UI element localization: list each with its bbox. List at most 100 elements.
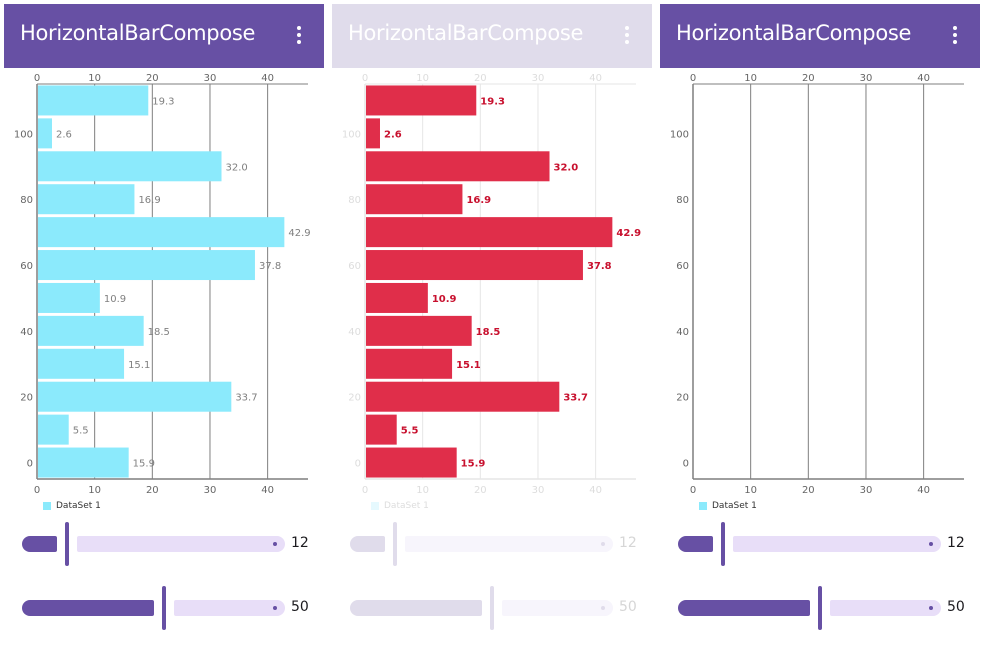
bar[interactable] xyxy=(38,118,52,149)
bar[interactable] xyxy=(38,250,255,281)
bar-value-label: 15.9 xyxy=(461,459,486,470)
slider-stop-indicator xyxy=(601,606,605,610)
slider-stop-indicator xyxy=(273,606,277,610)
top-tick-label: 10 xyxy=(88,73,101,84)
bar[interactable] xyxy=(38,381,232,412)
bottom-tick-label: 40 xyxy=(261,485,274,496)
bar[interactable] xyxy=(366,118,380,149)
panel-1: HorizontalBarCompose 0 0 10 10 20 20 30 30 40 40 0 2… xyxy=(4,4,324,648)
category-tick-label: 0 xyxy=(27,459,33,470)
slider-1[interactable] xyxy=(22,522,292,566)
slider-active-track[interactable] xyxy=(678,536,713,552)
bar[interactable] xyxy=(38,282,100,313)
bar[interactable] xyxy=(366,151,550,182)
slider-inactive-track[interactable] xyxy=(404,536,613,552)
more-vert-icon[interactable] xyxy=(296,26,302,46)
bar[interactable] xyxy=(38,184,135,215)
slider-thumb[interactable] xyxy=(64,522,69,566)
menu-dot xyxy=(625,26,629,30)
bar-value-label: 19.3 xyxy=(480,96,505,107)
category-tick-label: 20 xyxy=(676,393,689,404)
slider-inactive-track[interactable] xyxy=(732,536,941,552)
bar[interactable] xyxy=(38,315,144,346)
slider-inactive-track[interactable] xyxy=(76,536,285,552)
app-title: HorizontalBarCompose xyxy=(348,21,584,45)
top-tick-label: 20 xyxy=(146,73,159,84)
top-tick-label: 40 xyxy=(917,73,930,84)
top-tick-label: 40 xyxy=(261,73,274,84)
slider-2[interactable] xyxy=(678,586,948,630)
slider-inactive-track[interactable] xyxy=(829,600,941,616)
bar-value-label: 32.0 xyxy=(226,162,248,173)
menu-dot xyxy=(953,33,957,37)
category-tick-label: 40 xyxy=(20,327,33,338)
bar[interactable] xyxy=(38,414,69,445)
bar[interactable] xyxy=(366,348,453,379)
slider-thumb[interactable] xyxy=(161,586,166,630)
bar[interactable] xyxy=(366,184,463,215)
bar[interactable] xyxy=(366,447,457,478)
slider-value-label: 50 xyxy=(619,599,637,615)
slider-inactive-track[interactable] xyxy=(501,600,613,616)
category-tick-label: 100 xyxy=(670,129,689,140)
bottom-tick-label: 30 xyxy=(860,485,873,496)
horizontal-bar-chart: 0 0 10 10 20 20 30 30 40 40 0 20 40 60 80 100 15.9 5.5 33.… xyxy=(342,73,641,496)
category-tick-label: 60 xyxy=(20,261,33,272)
bar[interactable] xyxy=(38,447,129,478)
slider-1[interactable] xyxy=(678,522,948,566)
bar-value-label: 33.7 xyxy=(235,393,257,404)
bar[interactable] xyxy=(38,217,285,248)
slider-active-track[interactable] xyxy=(350,536,385,552)
bar-value-label: 18.5 xyxy=(476,327,501,338)
bar[interactable] xyxy=(38,348,125,379)
slider-stop-indicator xyxy=(929,542,933,546)
bottom-tick-label: 40 xyxy=(589,485,602,496)
slider-thumb[interactable] xyxy=(392,522,397,566)
top-tick-label: 10 xyxy=(744,73,757,84)
bar-value-label: 19.3 xyxy=(152,96,174,107)
app-bar: HorizontalBarCompose xyxy=(660,4,980,68)
bottom-tick-label: 10 xyxy=(744,485,757,496)
bottom-tick-label: 20 xyxy=(802,485,815,496)
bar-value-label: 42.9 xyxy=(616,228,641,239)
horizontal-bar-chart: 0 0 10 10 20 20 30 30 40 40 0 20 40 60 80 100 15.9 5.5 33.… xyxy=(14,73,311,496)
slider-value-label: 50 xyxy=(947,599,965,615)
slider-active-track[interactable] xyxy=(22,600,154,616)
bottom-tick-label: 30 xyxy=(532,485,545,496)
top-tick-label: 0 xyxy=(34,73,40,84)
slider-thumb[interactable] xyxy=(720,522,725,566)
bar[interactable] xyxy=(366,315,472,346)
slider-active-track[interactable] xyxy=(350,600,482,616)
category-tick-label: 100 xyxy=(14,129,33,140)
slider-inactive-track[interactable] xyxy=(173,600,285,616)
bar[interactable] xyxy=(38,85,149,116)
bar[interactable] xyxy=(366,217,613,248)
slider-2[interactable] xyxy=(350,586,620,630)
bar[interactable] xyxy=(366,381,560,412)
bar-value-label: 18.5 xyxy=(148,327,170,338)
bar-value-label: 15.1 xyxy=(456,360,481,371)
bar[interactable] xyxy=(366,414,397,445)
legend-label: DataSet 1 xyxy=(56,501,101,511)
slider-thumb[interactable] xyxy=(817,586,822,630)
bar[interactable] xyxy=(366,250,583,281)
slider-2[interactable] xyxy=(22,586,292,630)
more-vert-icon[interactable] xyxy=(952,26,958,46)
slider-value-label: 12 xyxy=(619,535,637,551)
horizontal-bar-chart: 0 0 10 10 20 20 30 30 40 40 0 20 40 60 80 100 xyxy=(670,73,964,496)
bottom-tick-label: 0 xyxy=(690,485,696,496)
slider-1[interactable] xyxy=(350,522,620,566)
panel-3: HorizontalBarCompose 0 0 10 10 20 20 30 30 40 40 0 2… xyxy=(660,4,980,648)
slider-active-track[interactable] xyxy=(678,600,810,616)
slider-active-track[interactable] xyxy=(22,536,57,552)
bar[interactable] xyxy=(366,85,477,116)
slider-thumb[interactable] xyxy=(489,586,494,630)
bar[interactable] xyxy=(38,151,222,182)
top-tick-label: 10 xyxy=(416,73,429,84)
bar-value-label: 10.9 xyxy=(432,294,457,305)
category-tick-label: 80 xyxy=(676,195,689,206)
bar-value-label: 33.7 xyxy=(563,393,588,404)
category-tick-label: 80 xyxy=(348,195,361,206)
bar[interactable] xyxy=(366,282,428,313)
more-vert-icon[interactable] xyxy=(624,26,630,46)
